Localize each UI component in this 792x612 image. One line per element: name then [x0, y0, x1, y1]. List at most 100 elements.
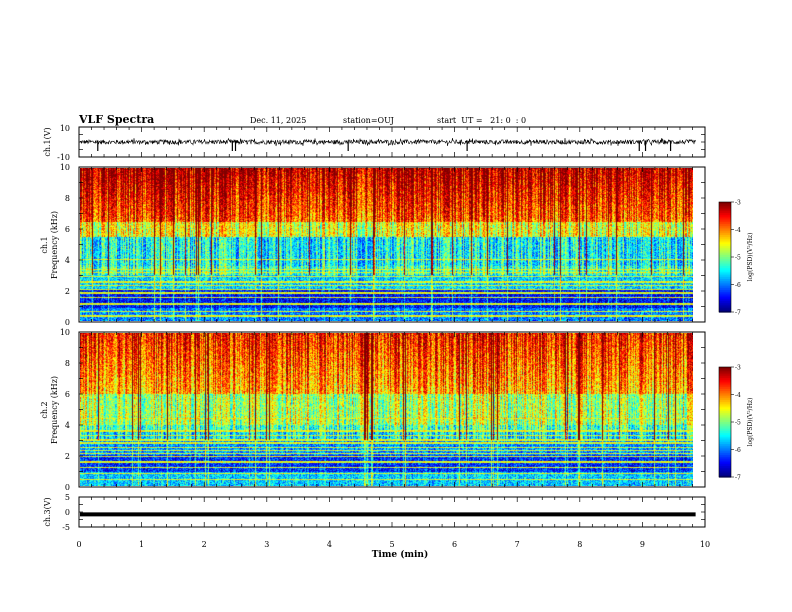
colorbar-segment [719, 412, 731, 416]
ch1-ytick-bottom: -10 [57, 153, 70, 162]
colorbar-tick-label: -6 [735, 282, 741, 289]
y-tick-label: 4 [65, 256, 70, 265]
ch3-ytick-bottom: -5 [62, 523, 70, 532]
colorbar-tick-label: -5 [735, 255, 741, 262]
ch1-spectrogram-ticks [78, 166, 706, 323]
colorbar-segment [719, 392, 731, 396]
colorbar-tick-label: -7 [735, 475, 741, 482]
time-axis-tick-labels: 0 1 2 3 4 5 6 7 8 9 10 [76, 540, 710, 549]
colorbar-segment [719, 433, 731, 436]
ch2-colorbar: -3 -4 -5 -6 -7 log(PSD)(V²/Hz) [718, 365, 754, 482]
colorbar-segment [719, 205, 731, 209]
colorbar-segment [719, 462, 731, 465]
colorbar-segment [719, 266, 731, 269]
colorbar-segment [719, 291, 731, 295]
ch1-ylabel: ch.1(V) [43, 127, 52, 156]
colorbar-segment [719, 367, 731, 370]
y-tick-label: 8 [65, 194, 70, 203]
ch2-spectrogram-ticks [78, 331, 706, 488]
x-tick-label: 6 [452, 540, 457, 549]
colorbar-segment [719, 264, 731, 267]
x-tick-label: 9 [640, 540, 645, 549]
ch1-ytick-top: 10 [60, 124, 70, 133]
colorbar-segment [719, 378, 731, 381]
colorbar-segment [719, 282, 731, 286]
colorbar-segment [719, 306, 731, 309]
y-tick-label: 10 [60, 163, 70, 172]
colorbar-segment [719, 231, 731, 234]
colorbar-segment [719, 467, 731, 471]
ch1-spectrogram-ylabel: ch.1 [40, 236, 49, 253]
ch2-spectrogram-image [80, 333, 693, 486]
y-tick-label: 0 [65, 318, 70, 327]
y-tick-label: 10 [60, 328, 70, 337]
colorbar-segment [719, 308, 731, 311]
colorbar-segment [719, 214, 731, 218]
colorbar-segment [719, 290, 731, 293]
colorbar-segment [719, 203, 731, 207]
ch1-spectrogram-ytick-labels: 0 2 4 6 8 10 [60, 163, 70, 327]
colorbar-segment [719, 471, 731, 474]
colorbar-segment [719, 288, 731, 291]
colorbar-segment [719, 458, 731, 462]
ch1-spectrogram-ylabel-frequency: Frequency (kHz) [50, 211, 59, 279]
colorbar-segment [719, 293, 731, 297]
colorbar-segment [719, 236, 731, 240]
colorbar-segment [719, 401, 731, 405]
colorbar-segment [719, 225, 731, 229]
colorbar-segment [719, 389, 731, 392]
colorbar-segment [719, 431, 731, 434]
colorbar-segment [719, 447, 731, 451]
x-tick-label: 4 [327, 540, 332, 549]
colorbar-segment [719, 414, 731, 418]
colorbar-tick-label: -3 [735, 365, 741, 372]
colorbar-segment [719, 257, 731, 260]
x-tick-label: 3 [264, 540, 269, 549]
colorbar-segment [719, 460, 731, 463]
colorbar-segment [719, 229, 731, 232]
colorbar-segment [719, 473, 731, 476]
colorbar-segment [719, 238, 731, 242]
colorbar-segment [719, 260, 731, 264]
colorbar-tick-label: -4 [735, 392, 741, 399]
colorbar-segment [719, 403, 731, 407]
colorbar-segment [719, 295, 731, 298]
figure-station: station=OUJ [343, 116, 394, 125]
x-tick-label: 0 [76, 540, 81, 549]
colorbar-segment [719, 385, 731, 388]
colorbar-segment [719, 247, 731, 251]
figure-title: VLF Spectra [78, 113, 154, 126]
colorbar-segment [719, 442, 731, 445]
ch2-spectrogram-panel: 0 2 4 6 8 10 ch.2 Frequency (kHz) -3 -4 -5 -6 -7 l… [40, 328, 754, 492]
colorbar-segment [719, 396, 731, 399]
colorbar-segment [719, 394, 731, 397]
colorbar-segment [719, 381, 731, 385]
colorbar-segment [719, 423, 731, 427]
colorbar-segment [719, 269, 731, 273]
colorbar-segment [719, 409, 731, 412]
colorbar-segment [719, 251, 731, 254]
colorbar-segment [719, 302, 731, 306]
colorbar-segment [719, 420, 731, 423]
colorbar-segment [719, 207, 731, 210]
colorbar-segment [719, 209, 731, 212]
ch1-colorbar: -3 -4 -5 -6 -7 log(PSD)(V²/Hz) [718, 200, 754, 317]
colorbar-segment [719, 224, 731, 227]
colorbar-segment [719, 255, 731, 258]
colorbar-segment [719, 449, 731, 452]
colorbar-segment [719, 466, 731, 469]
x-tick-label: 1 [139, 540, 144, 549]
y-tick-label: 8 [65, 359, 70, 368]
colorbar-segment [719, 304, 731, 308]
colorbar-tick-label: -3 [735, 200, 741, 207]
figure-start-time: start UT = 21: 0 : 0 [437, 116, 526, 125]
y-tick-label: 2 [65, 452, 70, 461]
colorbar-segment [719, 268, 731, 271]
colorbar-segment [719, 405, 731, 408]
colorbar-segment [719, 277, 731, 280]
colorbar-segment [719, 464, 731, 467]
colorbar-segment [719, 418, 731, 421]
colorbar-segment [719, 475, 731, 478]
colorbar-segment [719, 453, 731, 456]
y-tick-label: 4 [65, 421, 70, 430]
